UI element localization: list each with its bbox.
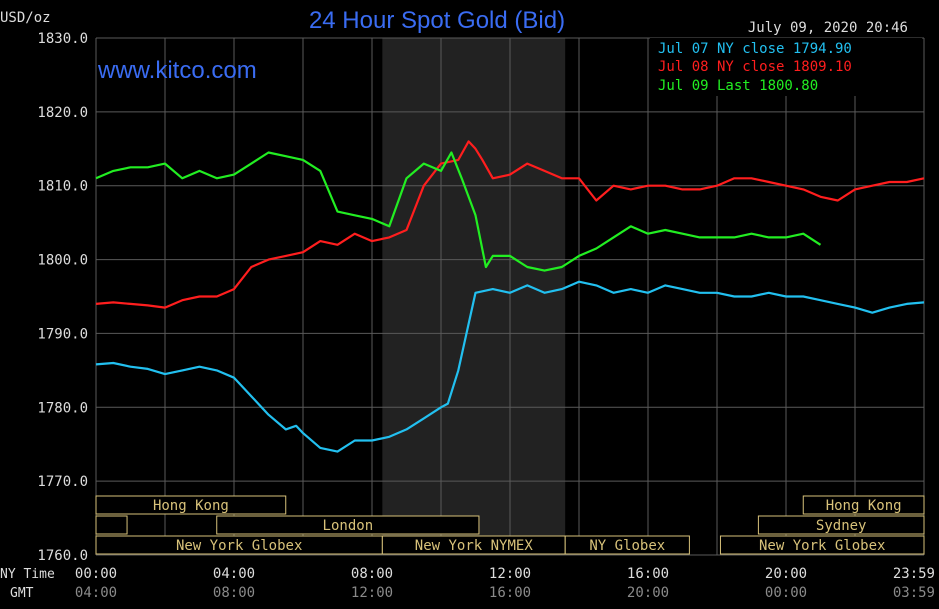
session-label: Sydney xyxy=(816,518,867,534)
legend-entry-jul08: Jul 08 NY close 1809.10 xyxy=(658,59,852,75)
session-label: New York Globex xyxy=(759,538,885,554)
session-label: New York NYMEX xyxy=(415,538,534,554)
y-tick-label: 1830.0 xyxy=(37,31,88,47)
x-tick-label-ny: 00:00 xyxy=(75,566,117,582)
legend: Jul 07 NY close 1794.90 Jul 08 NY close … xyxy=(650,38,922,96)
session-label: NY Globex xyxy=(589,538,665,554)
session-label: London xyxy=(323,518,374,534)
chart-title: 24 Hour Spot Gold (Bid) xyxy=(309,7,565,34)
x-axis-ny-time-label: NY Time xyxy=(0,567,55,582)
y-tick-label: 1780.0 xyxy=(37,400,88,416)
legend-box xyxy=(650,38,922,96)
y-tick-label: 1760.0 xyxy=(37,548,88,564)
x-tick-label-gmt: 03:59 xyxy=(893,585,935,601)
legend-entry-jul07: Jul 07 NY close 1794.90 xyxy=(658,41,852,57)
watermark-url: www.kitco.com xyxy=(97,57,257,84)
x-tick-label-gmt: 20:00 xyxy=(627,585,669,601)
series-line-2 xyxy=(95,140,925,309)
x-tick-label-ny: 20:00 xyxy=(765,566,807,582)
series-line-3 xyxy=(95,151,822,272)
x-tick-label-gmt: 12:00 xyxy=(351,585,393,601)
y-tick-label: 1790.0 xyxy=(37,326,88,342)
session-label: New York Globex xyxy=(176,538,302,554)
timestamp: July 09, 2020 20:46 xyxy=(748,20,908,36)
session-bar xyxy=(757,515,925,535)
session-bar xyxy=(802,495,925,515)
x-tick-label-gmt: 00:00 xyxy=(765,585,807,601)
session-bar xyxy=(719,535,925,555)
x-tick-label-gmt: 08:00 xyxy=(213,585,255,601)
x-tick-label-ny: 08:00 xyxy=(351,566,393,582)
y-tick-label: 1820.0 xyxy=(37,105,88,121)
x-tick-label-ny: 04:00 xyxy=(213,566,255,582)
y-tick-label: 1770.0 xyxy=(37,474,88,490)
x-axis-gmt-label: GMT xyxy=(10,586,34,601)
x-tick-label-gmt: 04:00 xyxy=(75,585,117,601)
x-tick-label-ny: 12:00 xyxy=(489,566,531,582)
y-tick-label: 1810.0 xyxy=(37,179,88,195)
x-tick-label-ny: 16:00 xyxy=(627,566,669,582)
session-bar xyxy=(216,515,480,535)
session-bar xyxy=(564,535,690,555)
session-bar xyxy=(95,495,287,515)
y-unit-label: USD/oz xyxy=(0,10,51,26)
y-tick-label: 1800.0 xyxy=(37,253,88,269)
session-label: Hong Kong xyxy=(153,498,229,514)
session-bar xyxy=(95,515,128,535)
session-label: Hong Kong xyxy=(826,498,902,514)
x-tick-label-ny: 23:59 xyxy=(893,566,935,582)
series-line-1 xyxy=(95,280,925,453)
legend-entry-jul09: Jul 09 Last 1800.80 xyxy=(658,78,818,94)
x-tick-label-gmt: 16:00 xyxy=(489,585,531,601)
